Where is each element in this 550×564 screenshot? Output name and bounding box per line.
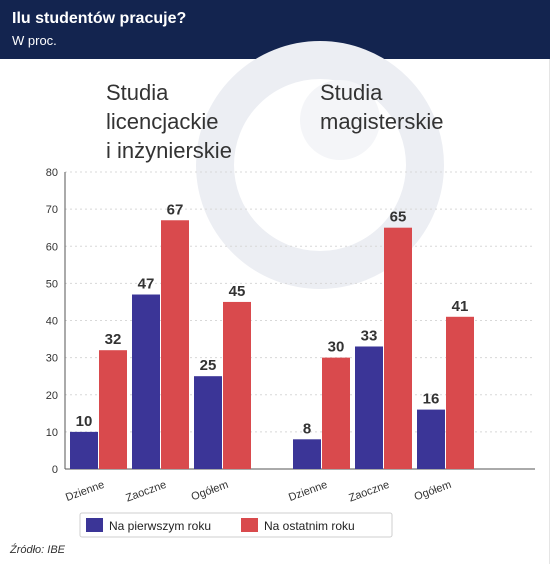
chart-title: Ilu studentów pracuje? <box>12 10 187 27</box>
x-tick-label: Ogółem <box>190 479 230 503</box>
bar-last-year <box>446 316 474 469</box>
source-note: Źródło: IBE <box>10 544 66 556</box>
legend-label: Na ostatnim roku <box>264 519 355 533</box>
bar-last-year <box>384 227 412 469</box>
bar-first-year <box>132 294 160 469</box>
y-tick-label: 20 <box>46 390 58 402</box>
data-label: 65 <box>390 209 407 226</box>
x-tick-label: Ogółem <box>413 479 453 503</box>
group-label-licencjackie: Studia licencjackie i inżynierskie <box>106 80 232 163</box>
watermark-logo <box>196 41 444 289</box>
bar-last-year <box>99 350 127 469</box>
bar-first-year <box>293 439 321 469</box>
bar-first-year <box>417 409 445 469</box>
y-tick-label: 70 <box>46 204 58 216</box>
y-tick-label: 60 <box>46 241 58 253</box>
legend-swatch <box>86 518 103 532</box>
data-label: 67 <box>167 201 184 218</box>
data-label: 33 <box>361 327 378 344</box>
y-tick-label: 0 <box>52 464 58 476</box>
legend-box <box>79 512 393 538</box>
bar-first-year <box>70 431 98 469</box>
data-label: 16 <box>423 391 440 408</box>
bar-last-year <box>223 301 251 469</box>
header-bar: Ilu studentów pracuje? W proc. <box>0 0 550 59</box>
bar-first-year <box>355 346 383 469</box>
data-label: 41 <box>452 298 469 315</box>
legend-swatch <box>241 518 258 532</box>
data-label: 30 <box>328 339 345 356</box>
legend-label: Na pierwszym roku <box>109 519 211 533</box>
data-label: 47 <box>138 276 155 293</box>
y-tick-label: 30 <box>46 353 58 365</box>
x-tick-label: Zaoczne <box>124 479 168 505</box>
data-label: 25 <box>200 357 217 374</box>
y-tick-label: 40 <box>46 316 58 328</box>
data-label: 32 <box>105 331 122 348</box>
y-tick-label: 50 <box>46 278 58 290</box>
group-label-magisterskie: Studia magisterskie <box>320 80 444 134</box>
bar-last-year <box>322 357 350 469</box>
bar-last-year <box>161 220 189 469</box>
x-tick-label: Dzienne <box>287 479 329 504</box>
data-label: 45 <box>229 283 246 300</box>
data-label: 8 <box>303 420 311 437</box>
x-tick-label: Dzienne <box>64 479 106 504</box>
chart-subtitle: W proc. <box>12 33 57 48</box>
data-label: 10 <box>76 413 93 430</box>
bar-first-year <box>194 376 222 469</box>
x-tick-label: Zaoczne <box>347 479 391 505</box>
y-tick-label: 10 <box>46 427 58 439</box>
y-tick-label: 80 <box>46 167 58 179</box>
